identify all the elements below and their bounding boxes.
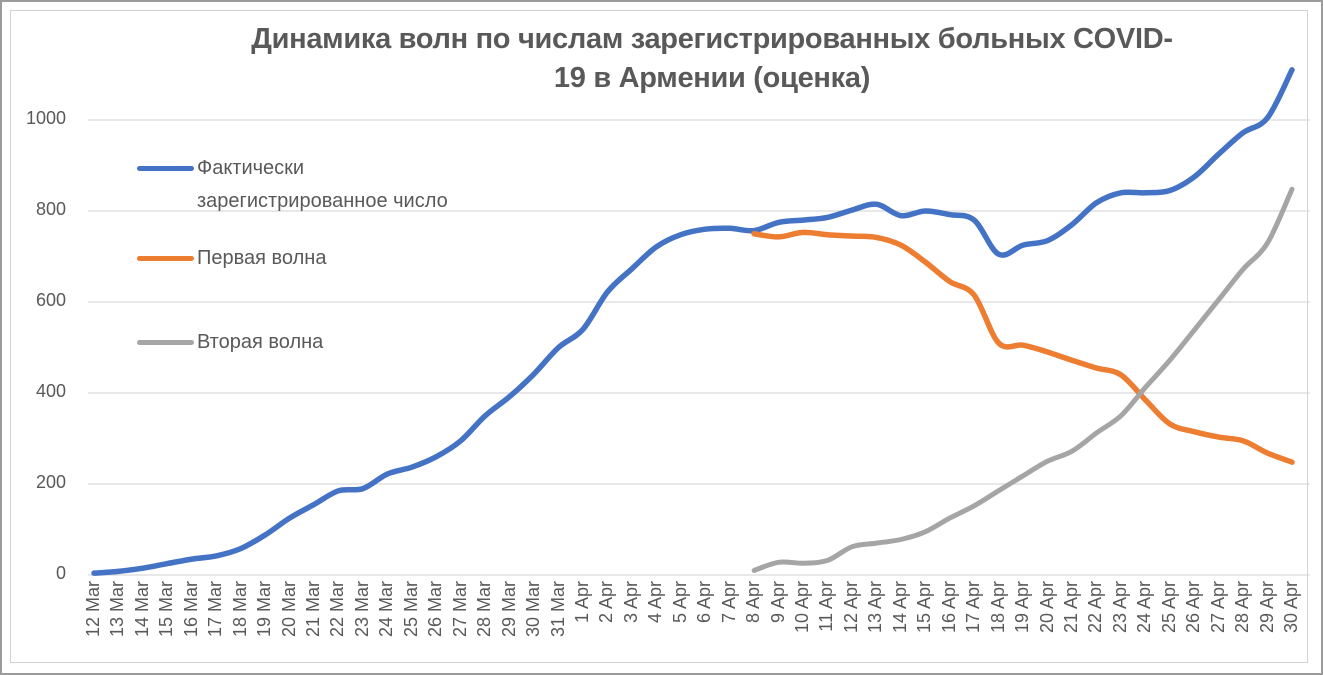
x-tick-label: 21 Apr <box>1060 581 1081 634</box>
x-tick-label: 19 Mar <box>254 581 275 638</box>
x-tick-label: 14 Apr <box>889 581 910 634</box>
chart-title-line2: 19 в Армении (оценка) <box>553 62 871 94</box>
x-tick-label: 22 Apr <box>1085 581 1106 634</box>
x-tick-label: 21 Mar <box>303 581 324 638</box>
x-tick-label: 4 Apr <box>645 581 666 624</box>
y-tick-label-400: 400 <box>35 381 66 401</box>
x-tick-label: 31 Mar <box>547 581 568 638</box>
x-tick-label: 29 Apr <box>1256 581 1277 634</box>
x-tick-label: 25 Mar <box>400 581 421 638</box>
y-tick-label-800: 800 <box>35 199 66 219</box>
x-tick-label: 26 Apr <box>1183 581 1204 634</box>
x-tick-label: 17 Apr <box>963 581 984 634</box>
x-tick-label: 7 Apr <box>718 581 739 624</box>
x-tick-label: 28 Mar <box>474 581 495 638</box>
x-tick-label: 8 Apr <box>743 581 764 624</box>
x-tick-label: 18 Apr <box>987 581 1008 634</box>
y-tick-label-1000: 1000 <box>25 108 66 128</box>
legend-item-actual-registered: Фактически зарегистрированное число <box>137 152 467 218</box>
x-tick-label: 12 Mar <box>83 581 103 638</box>
x-tick-label: 11 Apr <box>816 581 837 632</box>
x-tick-label: 6 Apr <box>694 581 715 624</box>
x-tick-label: 19 Apr <box>1012 581 1033 634</box>
chart-title-line1: Динамика волн по числам зарегистрированн… <box>251 23 1173 55</box>
x-tick-label: 17 Mar <box>205 581 226 638</box>
x-tick-label: 25 Apr <box>1158 581 1179 634</box>
legend-item-second-wave: Вторая волна <box>137 326 467 359</box>
x-tick-label: 22 Mar <box>327 581 348 638</box>
x-tick-label: 29 Mar <box>498 581 519 638</box>
legend-item-first-wave: Первая волна <box>137 242 467 275</box>
x-tick-label: 18 Mar <box>229 581 250 638</box>
x-tick-label: 20 Apr <box>1036 581 1057 634</box>
x-tick-label: 15 Apr <box>914 581 935 634</box>
x-tick-label: 24 Apr <box>1134 581 1155 634</box>
x-tick-label: 30 Apr <box>1281 581 1301 634</box>
series-line-second-wave <box>751 186 1295 573</box>
x-tick-label: 30 Mar <box>523 581 544 638</box>
x-tick-label: 3 Apr <box>620 581 641 624</box>
series-line-actual-registered <box>91 67 1295 576</box>
x-tick-label: 23 Apr <box>1109 581 1130 634</box>
legend-label-first-wave: Первая волна <box>197 247 327 269</box>
x-tick-label: 28 Apr <box>1232 581 1253 634</box>
legend-swatch-orange-line <box>137 256 194 261</box>
legend-swatch-blue-line <box>137 166 194 171</box>
legend-label-second-wave: Вторая волна <box>197 331 324 353</box>
x-tick-label: 5 Apr <box>669 581 690 624</box>
x-tick-label: 12 Apr <box>840 581 861 634</box>
x-tick-label: 2 Apr <box>596 581 617 624</box>
x-tick-label: 24 Mar <box>376 581 397 638</box>
y-tick-label-200: 200 <box>35 472 66 492</box>
y-tick-label-600: 600 <box>35 290 66 310</box>
x-tick-label: 1 Apr <box>571 581 592 624</box>
x-tick-label: 20 Mar <box>278 581 299 638</box>
x-tick-label: 16 Apr <box>938 581 959 634</box>
x-tick-label: 14 Mar <box>131 581 152 638</box>
x-tick-label: 23 Mar <box>351 581 372 638</box>
x-tick-label: 27 Apr <box>1207 581 1228 634</box>
x-tick-label: 15 Mar <box>156 581 177 638</box>
x-tick-label: 13 Mar <box>107 581 128 638</box>
x-tick-label: 13 Apr <box>865 581 886 634</box>
x-tick-label: 16 Mar <box>180 581 201 638</box>
chart-title: Динамика волн по числам зарегистрированн… <box>117 20 1307 98</box>
legend-swatch-gray-line <box>137 340 194 345</box>
y-tick-label-0: 0 <box>55 563 66 583</box>
x-tick-label: 10 Apr <box>792 581 813 634</box>
x-tick-label: 9 Apr <box>767 581 788 624</box>
series-line-first-wave <box>751 229 1295 465</box>
x-tick-label: 27 Mar <box>449 581 470 638</box>
x-tick-label: 26 Mar <box>425 581 446 638</box>
legend-label-actual-registered: Фактически зарегистрированное число <box>197 157 448 212</box>
